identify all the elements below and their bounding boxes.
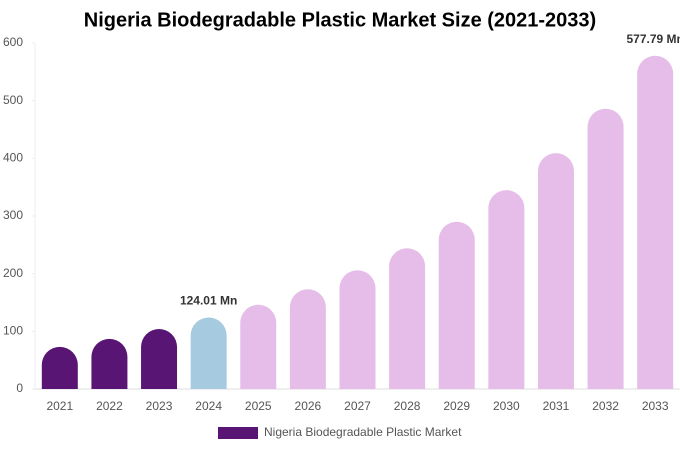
bar (488, 190, 525, 389)
bar (537, 153, 574, 389)
bar (587, 108, 624, 390)
x-tick-label: 2023 (146, 399, 173, 413)
x-tick-label: 2025 (245, 399, 272, 413)
bar (289, 289, 326, 389)
bar (637, 55, 674, 390)
x-tick-label: 2024 (195, 399, 222, 413)
y-tick-label: 100 (3, 324, 23, 338)
x-tick-label: 2031 (543, 399, 570, 413)
value-label: 577.79 Mn (627, 32, 680, 46)
y-tick-label: 500 (3, 93, 23, 107)
x-tick-label: 2029 (443, 399, 470, 413)
x-tick-label: 2022 (96, 399, 123, 413)
x-tick-label: 2028 (394, 399, 421, 413)
bar (190, 317, 227, 389)
bar (141, 329, 178, 389)
y-tick-label: 0 (16, 381, 23, 395)
y-tick-label: 200 (3, 266, 23, 280)
x-tick-label: 2026 (295, 399, 322, 413)
legend-swatch (218, 427, 258, 439)
x-tick-label: 2021 (46, 399, 73, 413)
y-tick-label: 300 (3, 208, 23, 222)
bar (389, 248, 426, 389)
x-tick-label: 2032 (592, 399, 619, 413)
bar (91, 338, 128, 389)
bar (339, 270, 376, 389)
y-tick-label: 600 (3, 35, 23, 49)
bar (438, 221, 475, 389)
chart-title: Nigeria Biodegradable Plastic Market Siz… (84, 9, 596, 31)
bar (240, 304, 277, 389)
value-label: 124.01 Mn (180, 294, 237, 308)
legend-label: Nigeria Biodegradable Plastic Market (264, 425, 462, 439)
bar (41, 346, 78, 389)
x-tick-label: 2027 (344, 399, 371, 413)
y-tick-label: 400 (3, 151, 23, 165)
x-tick-label: 2033 (642, 399, 669, 413)
x-tick-label: 2030 (493, 399, 520, 413)
